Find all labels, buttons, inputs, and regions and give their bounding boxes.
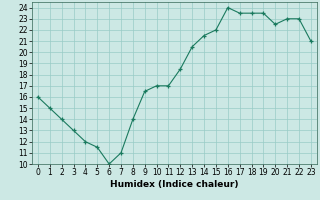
X-axis label: Humidex (Indice chaleur): Humidex (Indice chaleur) <box>110 180 239 189</box>
